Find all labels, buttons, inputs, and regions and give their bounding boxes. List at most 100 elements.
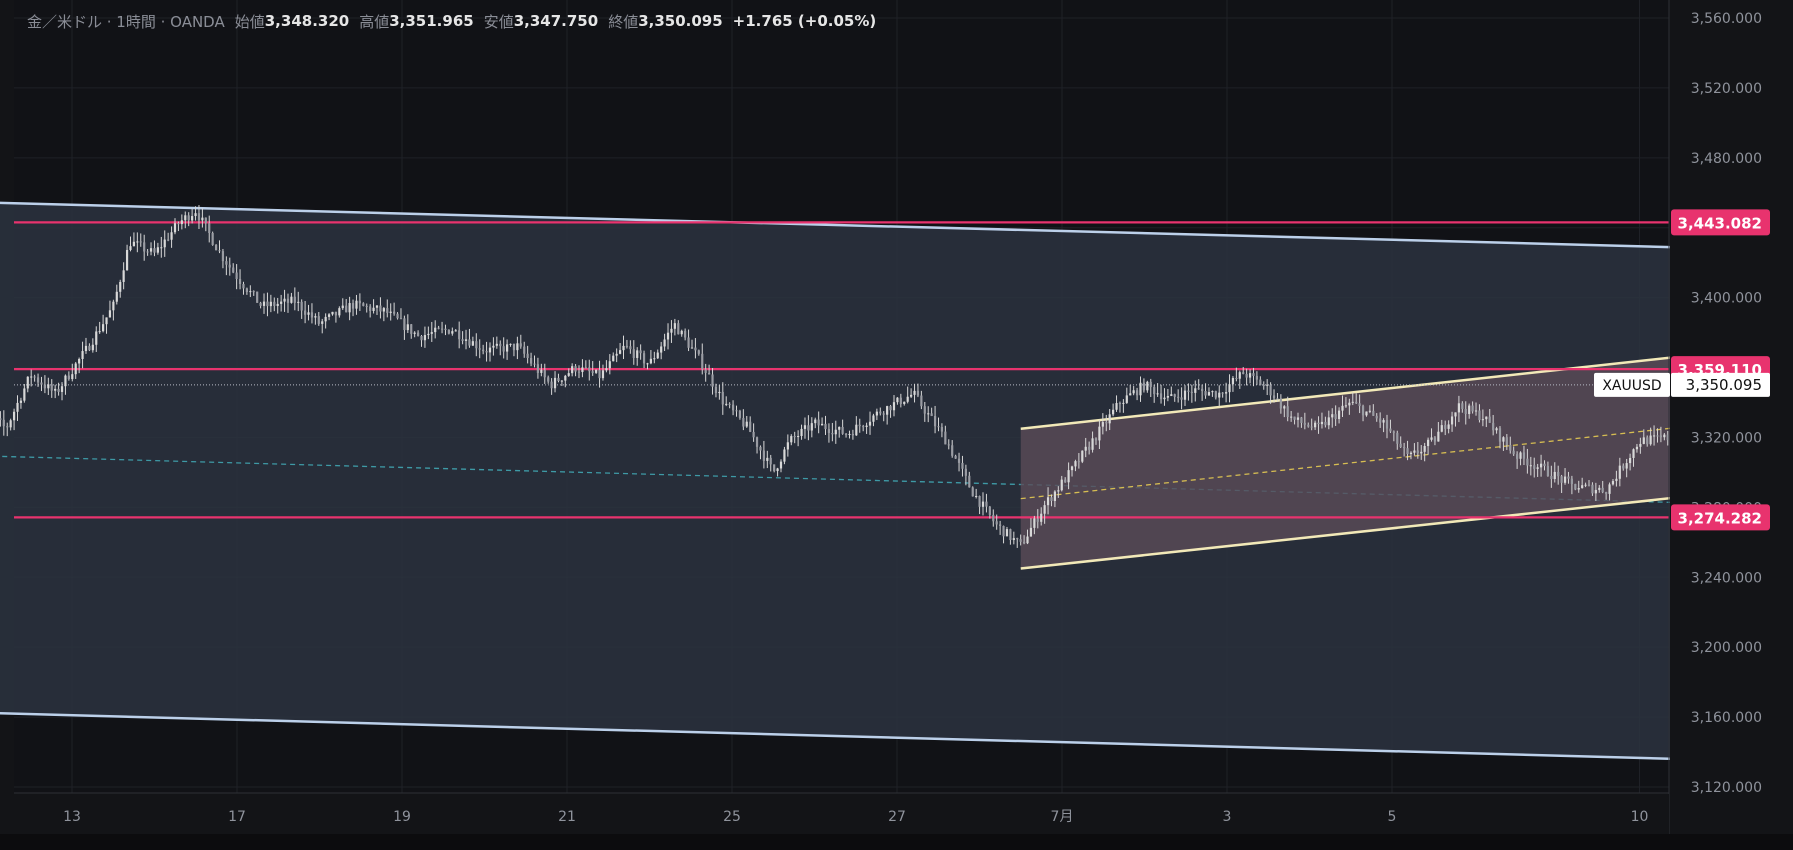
candle-body	[529, 357, 533, 364]
candle-body	[786, 442, 789, 450]
candle-body	[790, 436, 793, 443]
candle-body	[1392, 431, 1395, 433]
big-channel-lower-line[interactable]	[0, 712, 1793, 791]
candle-body	[1389, 428, 1392, 432]
candle-body	[98, 331, 101, 333]
candle-body	[286, 298, 290, 303]
candle-body	[1046, 497, 1050, 506]
candle-body	[191, 216, 194, 221]
candle-body	[375, 305, 379, 308]
candle-body	[1509, 444, 1512, 451]
candle-body	[916, 390, 920, 396]
candle-body	[341, 305, 344, 309]
low-value: 3,347.750	[513, 12, 599, 30]
y-tick-label: 3,480.000	[1691, 151, 1762, 167]
candle-body	[314, 316, 317, 318]
channels	[0, 201, 1793, 791]
close-label: 終値	[608, 12, 639, 31]
candle-body	[139, 241, 142, 243]
candle-body	[379, 305, 382, 312]
candle-body	[694, 347, 697, 351]
candle-body	[184, 215, 187, 221]
candle-body	[1207, 392, 1211, 396]
candle-body	[1115, 403, 1118, 410]
candle-body	[632, 349, 635, 358]
candle-body	[1512, 450, 1515, 455]
candle-body	[88, 345, 91, 351]
symbol-info: 金／米ドル · 1時間 · OANDA	[27, 12, 225, 31]
candle-body	[125, 249, 129, 271]
big-channel-fill	[0, 202, 1793, 763]
candle-body	[454, 330, 457, 332]
candle-body	[1094, 438, 1098, 441]
candle-body	[817, 419, 820, 426]
time-axis[interactable]: 1317192125277月3510121618222426308月5	[0, 794, 1793, 850]
candle-body	[1283, 406, 1286, 409]
y-tick-label: 3,240.000	[1691, 570, 1762, 586]
candle-body	[129, 246, 132, 250]
price-label-line[interactable]: 3,443.082	[1671, 209, 1770, 236]
candle-body	[153, 248, 156, 253]
candle-body	[680, 330, 683, 335]
candle-body	[266, 301, 269, 307]
candle-body	[1396, 432, 1399, 444]
candle-body	[851, 433, 855, 436]
candle-body	[1108, 414, 1111, 424]
candle-body	[495, 343, 498, 346]
candle-body	[478, 348, 481, 350]
candle-body	[506, 344, 509, 352]
candle-body	[547, 377, 550, 382]
candle-body	[1067, 470, 1070, 483]
candle-body	[899, 397, 902, 404]
candle-body	[797, 436, 800, 438]
candle-body	[776, 468, 779, 472]
candle-body	[1584, 484, 1587, 486]
candle-body	[300, 301, 303, 311]
candle-body	[1286, 406, 1289, 417]
bottom-strip	[0, 834, 1793, 850]
price-label-current[interactable]: XAUUSD 3,350.095	[1594, 372, 1770, 397]
candle-body	[1591, 484, 1594, 494]
candle-body	[307, 312, 310, 315]
price-label-line[interactable]: 3,274.282	[1671, 504, 1770, 531]
candle-body	[1536, 467, 1539, 469]
candle-body	[334, 311, 338, 316]
candle-body	[1310, 426, 1313, 428]
candle-body	[1173, 394, 1176, 397]
candle-body	[1262, 385, 1265, 387]
y-tick-label: 3,120.000	[1691, 780, 1762, 796]
candle-body	[704, 369, 707, 373]
candle-body	[1029, 527, 1033, 537]
candle-body	[749, 421, 752, 432]
candle-body	[1135, 390, 1139, 396]
candle-body	[814, 419, 817, 424]
candle-body	[1214, 391, 1217, 398]
candle-body	[577, 371, 581, 373]
candle-body	[1598, 487, 1601, 490]
candle-body	[228, 264, 231, 268]
candle-body	[1625, 463, 1628, 469]
candle-body	[437, 327, 440, 329]
candle-body	[485, 351, 488, 353]
candle-body	[1553, 471, 1556, 480]
candle-body	[649, 358, 653, 364]
candle-body	[12, 411, 16, 421]
candle-body	[1539, 463, 1543, 468]
candle-body	[533, 363, 536, 365]
y-tick-label: 3,160.000	[1691, 710, 1762, 726]
candle-body	[1204, 391, 1207, 396]
candle-body	[725, 403, 728, 405]
candle-body	[844, 433, 848, 435]
candle-body	[1399, 443, 1402, 448]
candle-body	[855, 424, 858, 436]
candle-body	[122, 270, 125, 282]
candle-body	[105, 317, 108, 325]
candle-body	[1272, 395, 1276, 399]
candle-body	[1112, 409, 1115, 415]
big-channel-upper-line[interactable]	[0, 201, 1793, 289]
price-axis[interactable]: 3,560.0003,520.0003,480.0003,440.0003,40…	[1670, 0, 1793, 834]
candle-body	[1550, 476, 1553, 480]
candle-body	[1413, 450, 1416, 453]
candle-body	[23, 388, 26, 401]
